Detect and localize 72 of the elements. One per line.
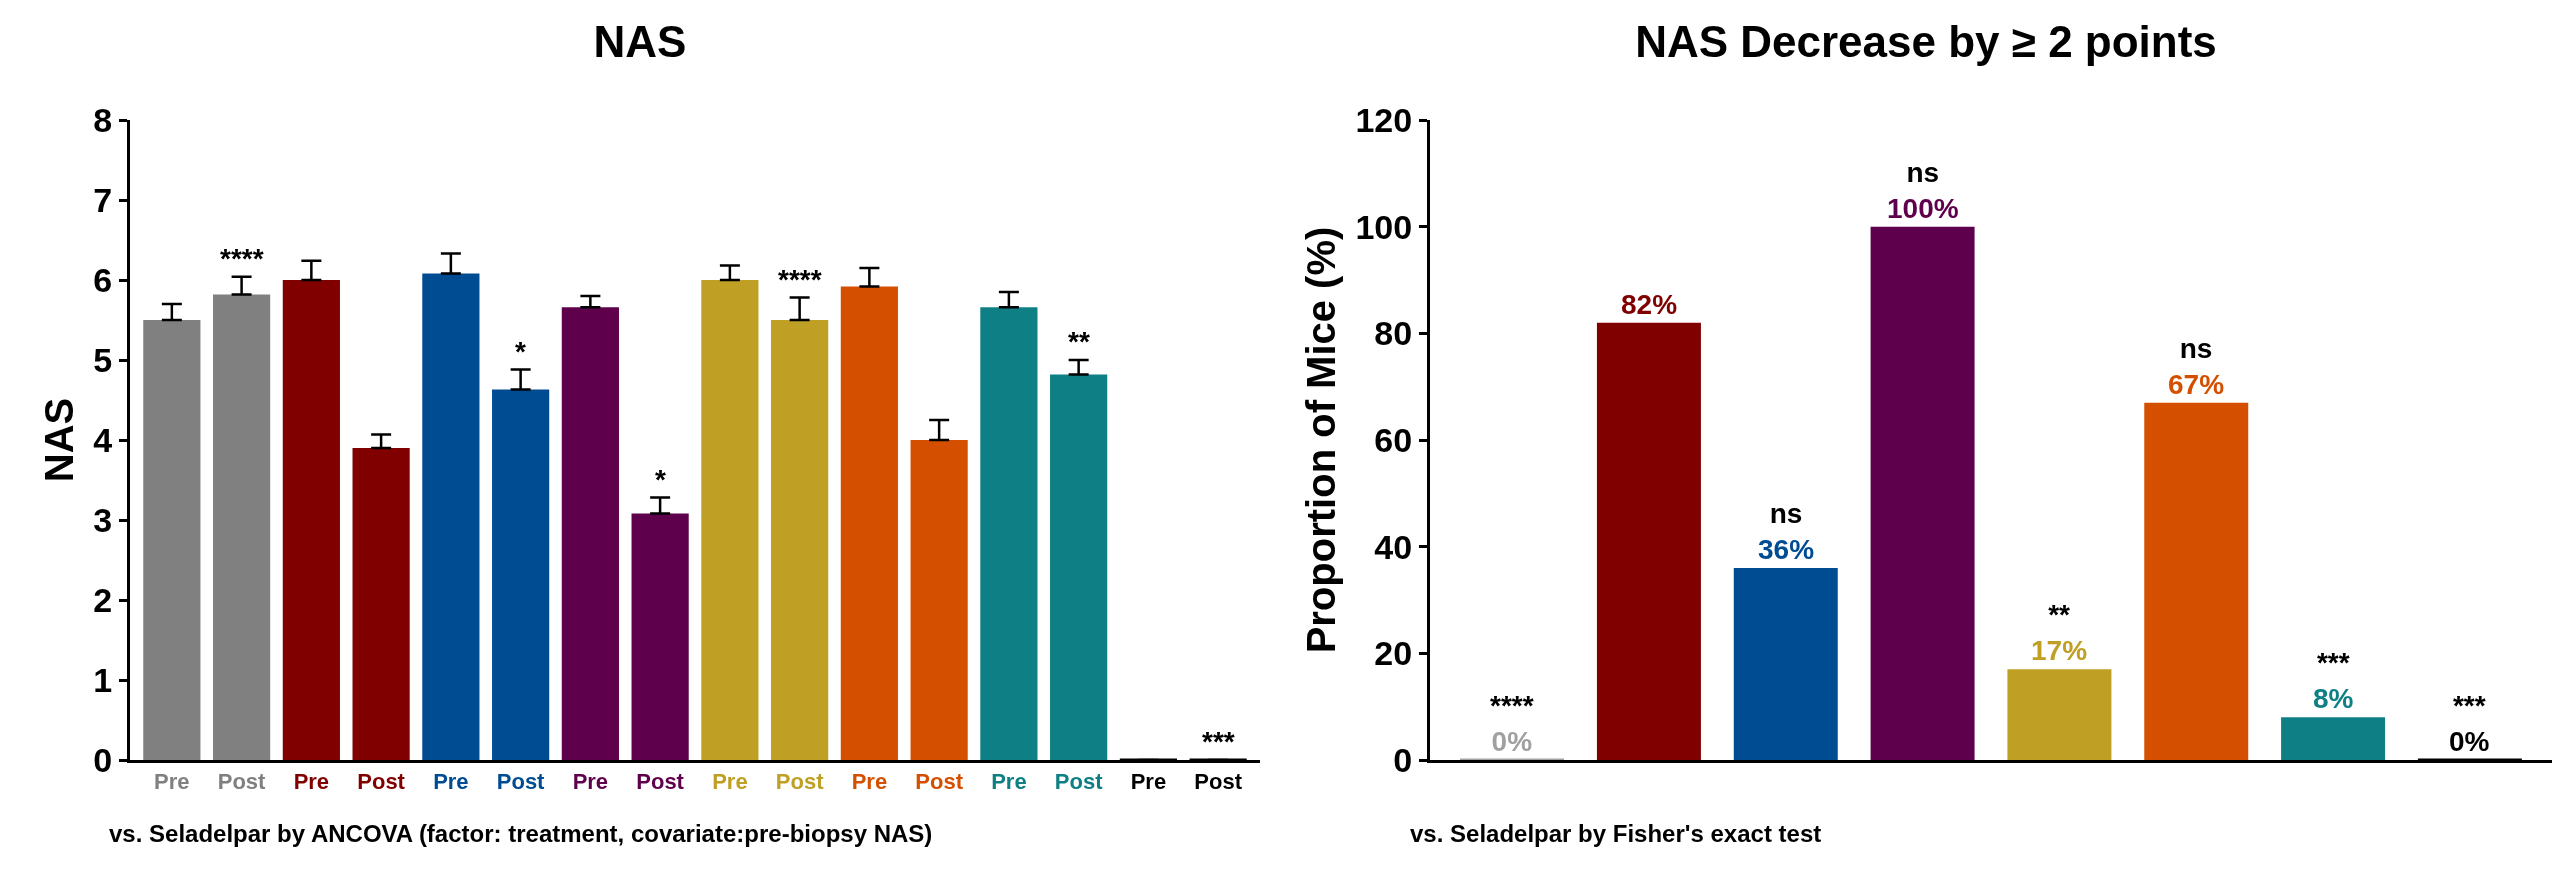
data-label: *** 0% bbox=[2449, 690, 2490, 758]
y-tick-label: 0 bbox=[1393, 740, 1413, 779]
data-label: ** 17% bbox=[2031, 599, 2088, 667]
bar bbox=[980, 307, 1038, 760]
y-tick-label: 120 bbox=[1355, 100, 1413, 139]
x-tick-label: Post bbox=[217, 769, 267, 795]
y-tick-label: 60 bbox=[1374, 420, 1413, 459]
bar bbox=[2007, 669, 2112, 760]
bar bbox=[771, 320, 829, 760]
x-tick-label: Post bbox=[357, 769, 406, 795]
bar bbox=[2281, 717, 2386, 760]
data-label: * bbox=[655, 464, 666, 495]
bar bbox=[352, 448, 410, 760]
y-tick-label: 3 bbox=[93, 500, 113, 539]
data-label: *** 8% bbox=[2313, 647, 2354, 715]
data-label: * bbox=[515, 336, 526, 367]
data-label: ns 67% bbox=[2168, 333, 2225, 401]
y-axis-title: Proportion of Mice (%) bbox=[1298, 226, 1343, 654]
data-label: **** bbox=[778, 264, 822, 295]
bar bbox=[1050, 374, 1108, 760]
x-tick-label: Post bbox=[1054, 769, 1104, 795]
y-tick-label: 40 bbox=[1374, 527, 1413, 566]
x-tick-label: Post bbox=[915, 769, 964, 795]
x-tick-label: Post bbox=[1194, 769, 1243, 795]
data-label: **** 0% bbox=[1490, 690, 1534, 758]
y-tick-label: 100 bbox=[1355, 207, 1413, 246]
x-tick-label: Pre bbox=[712, 769, 748, 795]
y-tick-label: 8 bbox=[93, 100, 113, 139]
bar bbox=[213, 294, 271, 760]
data-label: ns 100% bbox=[1887, 157, 1959, 225]
bar bbox=[1870, 226, 1975, 760]
y-tick-label: 7 bbox=[93, 180, 113, 219]
bar bbox=[631, 513, 689, 760]
bar bbox=[143, 320, 201, 760]
y-tick-label: 20 bbox=[1374, 634, 1413, 673]
y-axis-title: NAS bbox=[36, 397, 81, 483]
y-tick-label: 80 bbox=[1374, 314, 1413, 353]
chart-title: NAS Decrease by ≥ 2 points bbox=[1635, 16, 2217, 66]
x-tick-label: Pre bbox=[851, 769, 888, 795]
chart-title: NAS bbox=[593, 16, 687, 66]
data-label: 82% bbox=[1621, 289, 1678, 320]
bar bbox=[1733, 568, 1838, 760]
y-tick-label: 6 bbox=[93, 260, 113, 299]
x-tick-label: Pre bbox=[1130, 769, 1167, 795]
bar bbox=[422, 273, 480, 760]
bar bbox=[2144, 402, 2249, 760]
y-tick-label: 5 bbox=[93, 340, 113, 379]
x-tick-label: Pre bbox=[572, 769, 609, 795]
data-label: ** bbox=[1068, 326, 1090, 357]
x-tick-label: Pre bbox=[433, 769, 469, 795]
y-tick-label: 2 bbox=[93, 580, 113, 619]
x-tick-label: Post bbox=[496, 769, 546, 795]
bar bbox=[1596, 322, 1701, 760]
bar bbox=[910, 440, 968, 760]
x-tick-label: Pre bbox=[293, 769, 330, 795]
text: vs. Seladelpar by ANCOVA (factor: treatment, covariate:pre-biopsy NAS) bbox=[109, 820, 933, 847]
text: vs. Seladelpar by Fisher's exact test bbox=[1410, 820, 1822, 847]
x-tick-label: Pre bbox=[991, 769, 1027, 795]
y-tick-label: 0 bbox=[93, 740, 113, 779]
x-tick-label: Post bbox=[636, 769, 685, 795]
y-tick-label: 4 bbox=[93, 420, 113, 459]
bar bbox=[492, 389, 550, 760]
data-label: **** bbox=[220, 243, 264, 274]
bar bbox=[840, 286, 898, 760]
x-tick-label: Post bbox=[775, 769, 825, 795]
data-label: ns 36% bbox=[1758, 498, 1815, 566]
bar bbox=[282, 280, 340, 760]
bar bbox=[701, 280, 759, 760]
y-tick-label: 1 bbox=[93, 660, 113, 699]
data-label: *** bbox=[1202, 726, 1235, 757]
bar bbox=[561, 307, 619, 760]
x-tick-label: Pre bbox=[154, 769, 190, 795]
